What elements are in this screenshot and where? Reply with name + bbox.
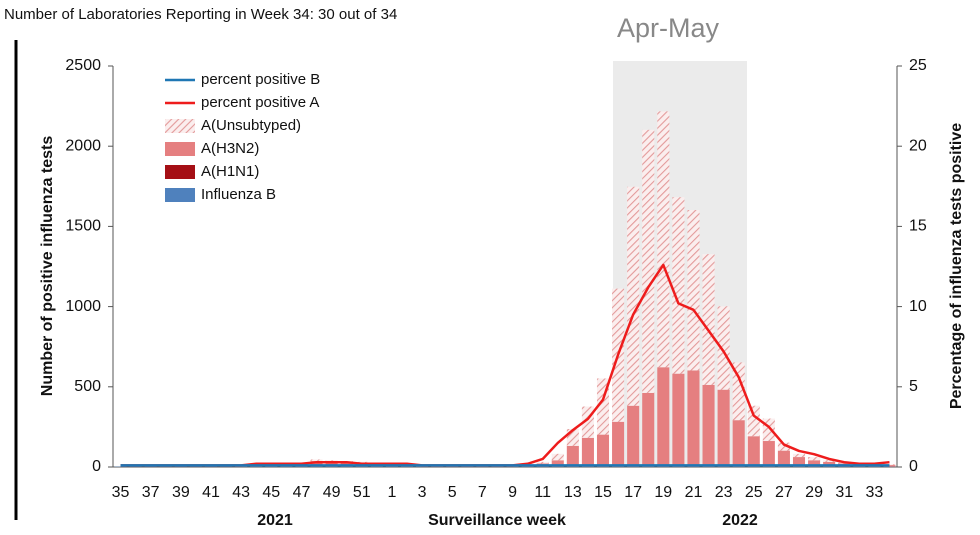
x-tick-label: 25 [745,484,763,501]
legend-label: A(H3N2) [201,140,259,157]
bar [642,129,655,393]
legend-label: Influenza B [201,186,276,203]
x-tick-label: 41 [202,484,220,501]
bar [777,450,790,467]
bar [808,457,821,461]
bar [747,405,760,437]
bar [355,461,368,464]
y2-tick-label: 15 [909,218,927,235]
bar [310,459,323,462]
bar [551,453,564,461]
bar [762,418,775,442]
bar [672,373,685,467]
y2-axis-title: Percentage of influenza tests positive [948,123,965,409]
bar [702,254,715,385]
y-tick-label: 2000 [65,137,101,154]
x-tick-label: 39 [172,484,190,501]
y-axis-title: Number of positive influenza tests [39,136,56,397]
bar [823,460,836,462]
x-tick-label: 51 [353,484,371,501]
y-tick-label: 2500 [65,57,101,74]
x-tick-label: 31 [835,484,853,501]
bar [612,421,625,467]
bar [642,392,655,467]
x-tick-label: 5 [448,484,457,501]
bar [883,465,896,467]
x-tick-label: 35 [112,484,130,501]
y2-tick-label: 20 [909,137,927,154]
x-tick-label: 21 [685,484,703,501]
x-tick-label: 23 [715,484,733,501]
y2-tick-label: 10 [909,298,927,315]
x-tick-label: 7 [478,484,487,501]
bar [792,453,806,458]
bar [551,460,564,467]
bar [581,437,594,467]
bar [310,461,323,467]
x-tick-label: 9 [508,484,517,501]
highlight-label: Apr-May [617,13,720,43]
bar [883,464,896,466]
bar [717,389,730,467]
x-tick-label: 17 [624,484,642,501]
x-axis-title: Surveillance week [428,512,566,529]
bar [792,457,806,467]
legend-label: percent positive B [201,71,320,88]
x-tick-label: 19 [654,484,672,501]
year-label: 2021 [257,512,293,529]
x-tick-label: 11 [534,484,551,501]
x-tick-label: 43 [232,484,250,501]
x-tick-label: 33 [865,484,883,501]
y-tick-label: 500 [74,378,101,395]
legend-swatch [165,188,195,202]
bar [747,436,760,467]
legend-label: percent positive A [201,94,319,111]
header: Number of Laboratories Reporting in Week… [4,6,397,23]
y2-tick-label: 0 [909,458,918,475]
legend-swatch [165,119,195,133]
x-tick-label: 1 [387,484,396,501]
bar [762,441,775,467]
x-tick-label: 37 [142,484,160,501]
bar [687,370,700,467]
bar [657,367,670,467]
bar [777,442,790,451]
x-tick-label: 49 [323,484,341,501]
bar [536,461,549,464]
y2-tick-label: 25 [909,57,927,74]
x-tick-label: 47 [293,484,311,501]
bar [687,210,700,371]
legend-label: A(Unsubtyped) [201,117,301,134]
x-tick-label: 45 [262,484,280,501]
x-tick-label: 13 [564,484,582,501]
x-tick-label: 27 [775,484,793,501]
legend-swatch [165,142,195,156]
y-tick-label: 1000 [65,298,101,315]
y-tick-label: 0 [92,458,101,475]
legend-label: A(H1N1) [201,163,259,180]
bar [672,197,685,374]
bar [702,384,715,467]
y2-tick-label: 5 [909,378,918,395]
bar [732,362,745,421]
bar [717,306,730,390]
x-tick-label: 15 [594,484,612,501]
legend-swatch [165,165,195,179]
x-tick-label: 3 [418,484,427,501]
bar [732,420,745,467]
x-tick-label: 29 [805,484,823,501]
y-tick-label: 1500 [65,218,101,235]
bar [596,434,610,467]
bar [808,460,821,467]
bar [657,111,670,368]
year-label: 2022 [722,512,758,529]
bar [627,186,640,406]
bar [566,445,579,467]
bar [627,405,640,467]
